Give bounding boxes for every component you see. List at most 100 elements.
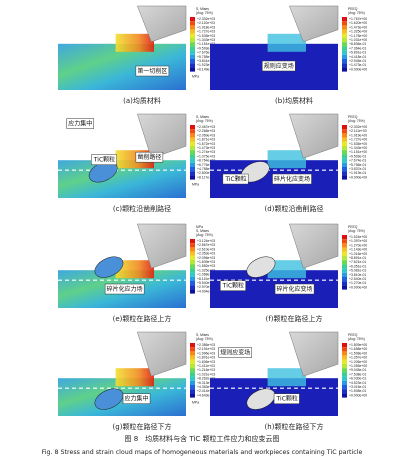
legend-swatch (190, 171, 195, 176)
panel: PEEQ (Avg: 75%)+2.302e+00+2.111e+00+1.919… (210, 113, 367, 213)
legend-label: +1.473e-01 (349, 63, 366, 67)
legend-swatch (190, 255, 195, 260)
annotation-box (135, 151, 164, 163)
legend-swatch (190, 162, 195, 167)
legend-label: +8.117e+01 (197, 175, 215, 179)
legend-label: +1.582e+03 (197, 264, 215, 268)
legend-label: +1.473e+00 (349, 25, 367, 29)
cutting-tool (289, 331, 339, 377)
legend-label: +1.658e+00 (349, 347, 367, 351)
legend-title-line: PEEQ (348, 115, 358, 119)
legend-label: +2.540e-01 (349, 277, 366, 281)
panel: S, Mises (Avg: 75%)+2.386e+03+2.191e+03+1… (58, 331, 215, 431)
legend-label: +1.918e+03 (197, 25, 215, 29)
legend-label: +1.508e-01 (349, 389, 366, 393)
legend-label: +1.325e+00 (349, 30, 367, 34)
legend-swatch (342, 235, 347, 240)
legend-label: +2.268e+03 (197, 129, 215, 133)
legend-swatch (190, 260, 195, 265)
legend-title-line: (Avg: 75%) (196, 11, 213, 15)
legend-swatch (342, 359, 347, 364)
legend-swatch (342, 239, 347, 244)
legend-title-line: (Avg: 75%) (348, 119, 365, 123)
legend-swatch (342, 376, 347, 381)
legend-title-line: (Avg: 75%) (348, 337, 365, 341)
legend-swatch (342, 63, 347, 68)
legend-swatch (342, 146, 347, 151)
cutting-tool (289, 113, 339, 159)
panel-caption: (e)颗粒在路径上方 (113, 314, 172, 323)
legend-swatch (190, 42, 195, 47)
legend-title-line: (Avg: 75%) (196, 233, 213, 237)
panel: PEEQ (Avg: 75%)+1.767e+00+1.620e+00+1.473… (210, 5, 367, 105)
legend-swatch (190, 385, 195, 390)
legend-swatch (190, 359, 195, 364)
legend-label: +8.891e-01 (349, 256, 366, 260)
legend-label: +1.075e+03 (197, 154, 215, 158)
annotation: 碎片化应力场 (107, 285, 143, 293)
panel-caption: (h)颗粒在路径下方 (265, 422, 324, 431)
tic-particle (246, 256, 276, 278)
legend-swatch (342, 243, 347, 248)
tic-particle (94, 388, 124, 410)
legend-label: +3.837e-01 (349, 167, 366, 171)
legend-swatch (190, 343, 195, 348)
figure-caption-en: Fig. 8 Stress and strain cloud maps of h… (42, 449, 363, 456)
legend-label: +5.756e-01 (349, 163, 366, 167)
annotation-box (218, 347, 253, 358)
legend-swatch (190, 281, 195, 286)
legend-swatch (190, 54, 195, 59)
legend-swatch (342, 38, 347, 43)
legend-label: +3.015e-01 (349, 385, 366, 389)
legend-label: +1.919e+00 (349, 133, 367, 137)
legend-swatch (342, 260, 347, 265)
legend-swatch (190, 125, 195, 130)
annotation-box (104, 283, 145, 295)
legend-swatch (342, 277, 347, 282)
legend-swatch (342, 393, 347, 398)
annotation: TiC颗粒 (93, 156, 115, 164)
legend-label: +1.143e+00 (349, 248, 367, 252)
cutting-tool (289, 223, 339, 269)
legend-label: +5.540e+02 (197, 281, 215, 285)
legend-swatch (342, 256, 347, 261)
legend-label: +4.363e+02 (197, 385, 215, 389)
legend-swatch (342, 158, 347, 163)
panel-caption: (b)均质材料 (275, 96, 313, 105)
legend-swatch (190, 50, 195, 55)
legend-label: +1.727e+00 (349, 138, 367, 142)
annotation: 应力集中 (68, 120, 92, 128)
legend-title-line: (Avg: 75%) (348, 229, 365, 233)
legend-title-line: PEEQ (348, 7, 358, 11)
legend-label: +1.178e+00 (349, 34, 367, 38)
legend-swatch (190, 17, 195, 22)
legend-title-line: (Avg: 75%) (196, 119, 213, 123)
legend-label: +1.031e+00 (349, 38, 367, 42)
legend-swatch (342, 347, 347, 352)
legend-label: +1.767e+00 (349, 17, 367, 21)
legend-swatch (190, 38, 195, 43)
legend-swatch (190, 247, 195, 252)
legend-swatch (342, 171, 347, 176)
panel-caption: (c)颗粒沿凿削路径 (113, 204, 171, 213)
legend-label: +1.919e-01 (349, 171, 366, 175)
legend-label: +0.000e+00 (349, 175, 367, 179)
legend-swatch (342, 133, 347, 138)
annotation-box (122, 393, 151, 404)
legend-swatch (190, 251, 195, 256)
legend-label: +2.945e-01 (349, 59, 366, 63)
legend-label: +1.923e+02 (197, 63, 215, 67)
legend-label: +4.788e+02 (197, 167, 215, 171)
legend-swatch (190, 243, 195, 248)
panel: PEEQ (Avg: 75%)+1.809e+00+1.658e+00+1.508… (210, 331, 367, 431)
annotation: 第一切削区 (137, 67, 167, 75)
legend-swatch (342, 42, 347, 47)
legend-swatch (190, 29, 195, 34)
legend-label: +2.467e+03 (197, 125, 215, 129)
legend-swatch (190, 146, 195, 151)
legend-label: +2.386e+03 (197, 343, 215, 347)
legend-label: +1.473e+03 (197, 146, 215, 150)
legend-label: +1.068e+03 (197, 273, 215, 277)
legend-title-line: MPa (196, 225, 203, 229)
legend-label: +3.124e+03 (197, 239, 215, 243)
